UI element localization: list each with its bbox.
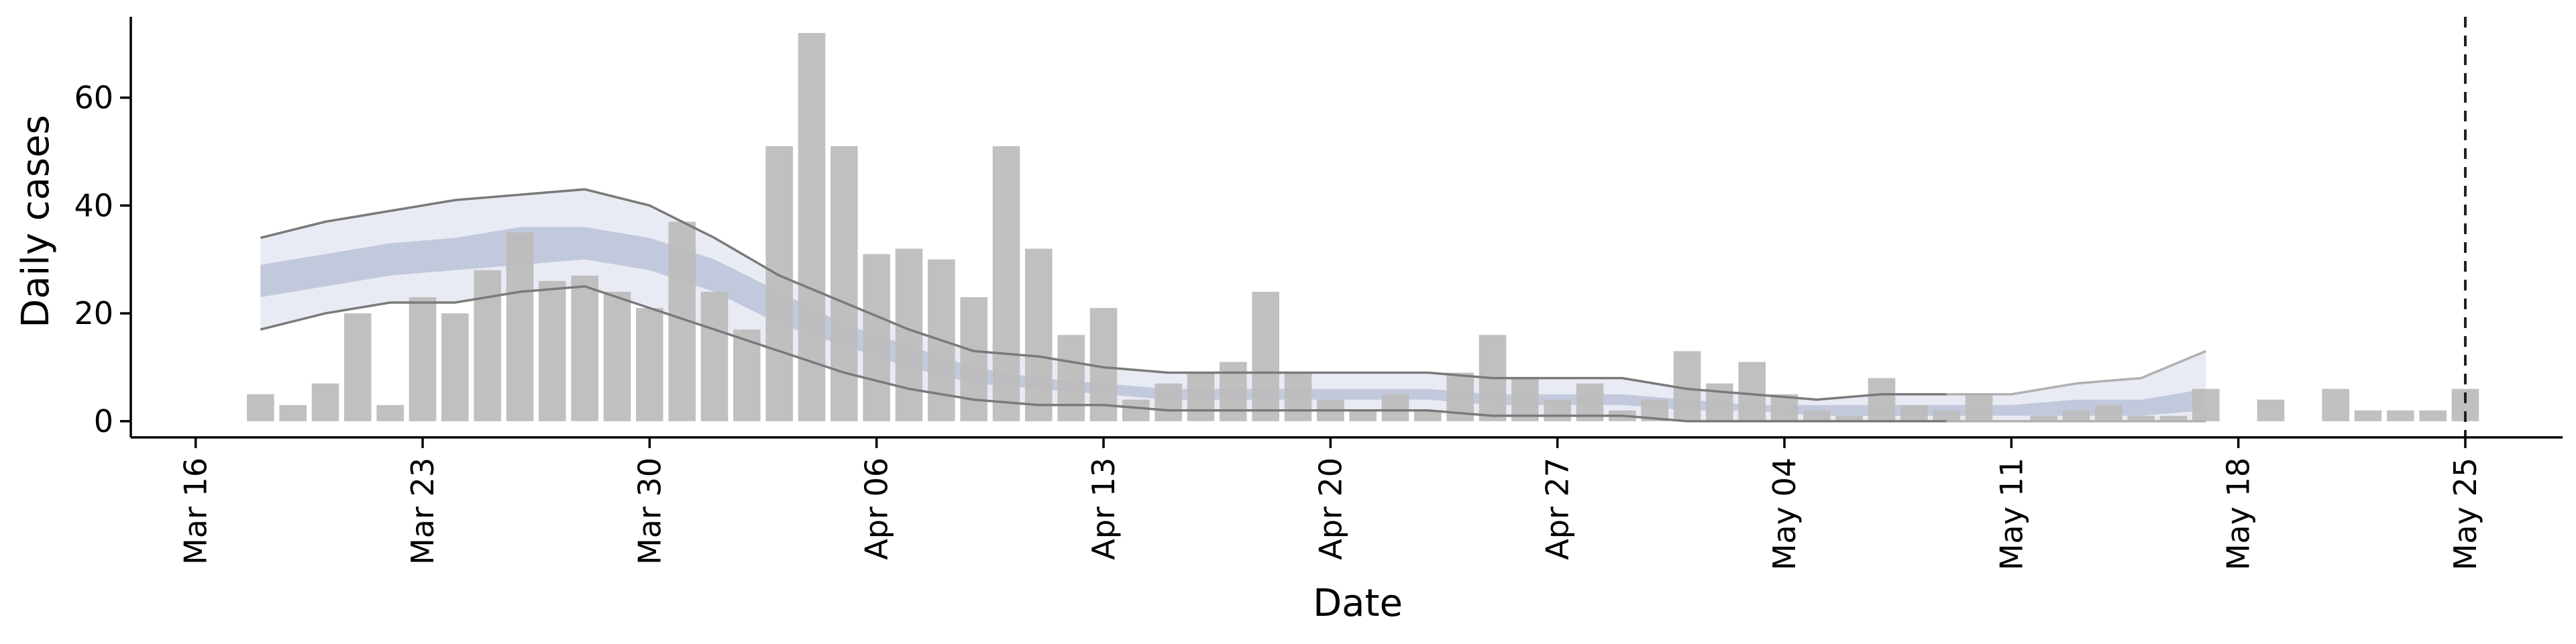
bar (863, 254, 890, 421)
y-tick-label: 60 (74, 80, 113, 116)
forecast-bound-lines (260, 17, 2467, 437)
bar (798, 33, 826, 421)
bar (2257, 399, 2285, 421)
daily-case-bars (247, 33, 2479, 421)
bar (1544, 399, 1571, 421)
bar (1900, 405, 1928, 421)
y-tick-label: 40 (74, 187, 113, 223)
y-tick-label: 0 (94, 403, 113, 439)
bar (2322, 388, 2349, 421)
bar (1511, 378, 1539, 421)
bar (733, 329, 761, 421)
bar (344, 313, 372, 421)
x-tick-label: May 04 (1766, 458, 1803, 570)
bar (603, 292, 631, 421)
bar (2387, 410, 2414, 421)
x-tick-label: May 18 (2220, 458, 2257, 570)
bar (311, 383, 339, 421)
bar (1284, 372, 1312, 421)
bar (1706, 383, 1733, 421)
x-tick-label: Apr 06 (859, 458, 895, 560)
bar (960, 297, 987, 421)
bar (1738, 362, 1766, 421)
y-tick-label: 20 (74, 295, 113, 331)
bar (1057, 335, 1085, 421)
inner-band (260, 227, 2206, 416)
bar (830, 146, 858, 421)
x-tick-label: May 11 (1993, 458, 2029, 570)
bar (2159, 415, 2188, 421)
x-tick-label: Mar 23 (405, 458, 441, 565)
bar (506, 232, 534, 421)
bar (2062, 410, 2090, 421)
bar (1803, 410, 1831, 421)
bar (1673, 351, 1701, 421)
bar (895, 248, 923, 421)
bar (992, 146, 1020, 421)
x-axis-label: Date (1313, 582, 1403, 625)
bar (2095, 405, 2123, 421)
x-tick-label: Mar 16 (178, 458, 214, 565)
bar (1220, 362, 1247, 421)
bar (539, 280, 566, 421)
bar (1414, 410, 1442, 421)
x-tick-label: Mar 30 (631, 458, 667, 565)
upper-bound-line (260, 188, 1947, 401)
bar (2419, 410, 2447, 421)
bar (1025, 248, 1053, 421)
bar (1187, 372, 1215, 421)
x-tick-label: Apr 27 (1540, 458, 1576, 560)
y-axis-label: Daily cases (14, 115, 58, 327)
bar (2354, 410, 2382, 421)
bar (765, 146, 793, 421)
bar (1252, 292, 1279, 421)
upper-bound-line (1946, 350, 2206, 396)
bar (441, 313, 469, 421)
bar (1381, 394, 1409, 421)
bar (571, 275, 598, 421)
bar (1965, 394, 1993, 421)
x-tick-label: Apr 20 (1312, 458, 1348, 560)
bar (636, 308, 663, 421)
bar (279, 405, 307, 421)
bar (1349, 410, 1377, 421)
bar (2127, 415, 2155, 421)
bar (2030, 415, 2057, 421)
bar (1835, 415, 1863, 421)
bar (2192, 388, 2220, 421)
x-tick-label: May 25 (2447, 458, 2483, 570)
bar (1122, 399, 1150, 421)
lower-bound-line (260, 285, 1947, 423)
x-tick-label: Apr 13 (1085, 458, 1122, 560)
bar (1933, 410, 1960, 421)
bar (700, 292, 729, 421)
axes: 0 20 40 60 Mar 16 Mar 23 Mar 30 Apr 06 Apr 13 Apr… (74, 17, 2563, 570)
bar (1868, 378, 1896, 421)
bar (247, 394, 274, 421)
bar (409, 297, 437, 421)
bar (474, 270, 501, 421)
bar (1155, 383, 1182, 421)
bar (376, 405, 404, 421)
